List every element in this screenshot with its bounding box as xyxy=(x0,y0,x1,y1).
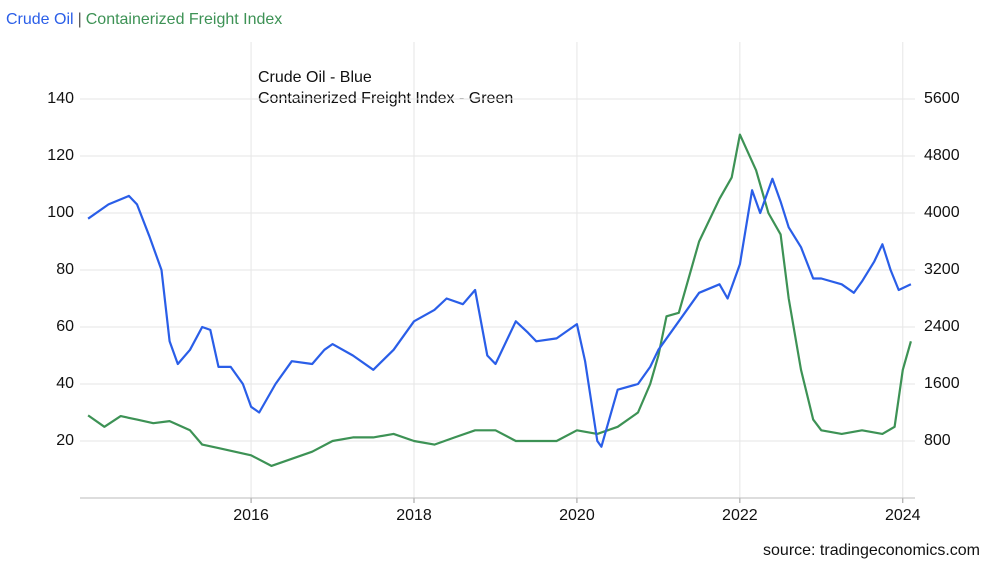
y-tick-label: 120 xyxy=(47,147,74,164)
y-tick-label: 40 xyxy=(56,375,74,392)
y-tick-label: 60 xyxy=(56,318,74,335)
y2-tick-label: 2400 xyxy=(924,318,960,335)
y2-tick-label: 5600 xyxy=(924,90,960,107)
data-line xyxy=(87,133,912,467)
y2-tick-label: 3200 xyxy=(924,261,960,278)
source: source: tradingeconomics.com xyxy=(763,542,980,559)
x-tick-label: 2024 xyxy=(885,507,921,524)
y2-tick-label: 4800 xyxy=(924,147,960,164)
annotation: Crude Oil - Blue xyxy=(258,69,372,86)
y-tick-label: 140 xyxy=(47,90,74,107)
y2-tick-label: 4000 xyxy=(924,204,960,221)
data-line xyxy=(87,177,912,448)
y-tick-label: 20 xyxy=(56,432,74,449)
x-tick-label: 2020 xyxy=(559,507,595,524)
legend-entry: Crude Oil xyxy=(6,11,74,28)
y-tick-label: 100 xyxy=(47,204,74,221)
x-tick-label: 2018 xyxy=(396,507,432,524)
y2-tick-label: 1600 xyxy=(924,375,960,392)
y-tick-label: 80 xyxy=(56,261,74,278)
x-tick-label: 2022 xyxy=(722,507,758,524)
legend-title: Crude Oil | Containerized Freight Index xyxy=(6,11,282,28)
legend-separator: | xyxy=(78,11,82,28)
legend-entry: Containerized Freight Index xyxy=(86,11,283,28)
x-tick-label: 2016 xyxy=(233,507,269,524)
y2-tick-label: 800 xyxy=(924,432,951,449)
